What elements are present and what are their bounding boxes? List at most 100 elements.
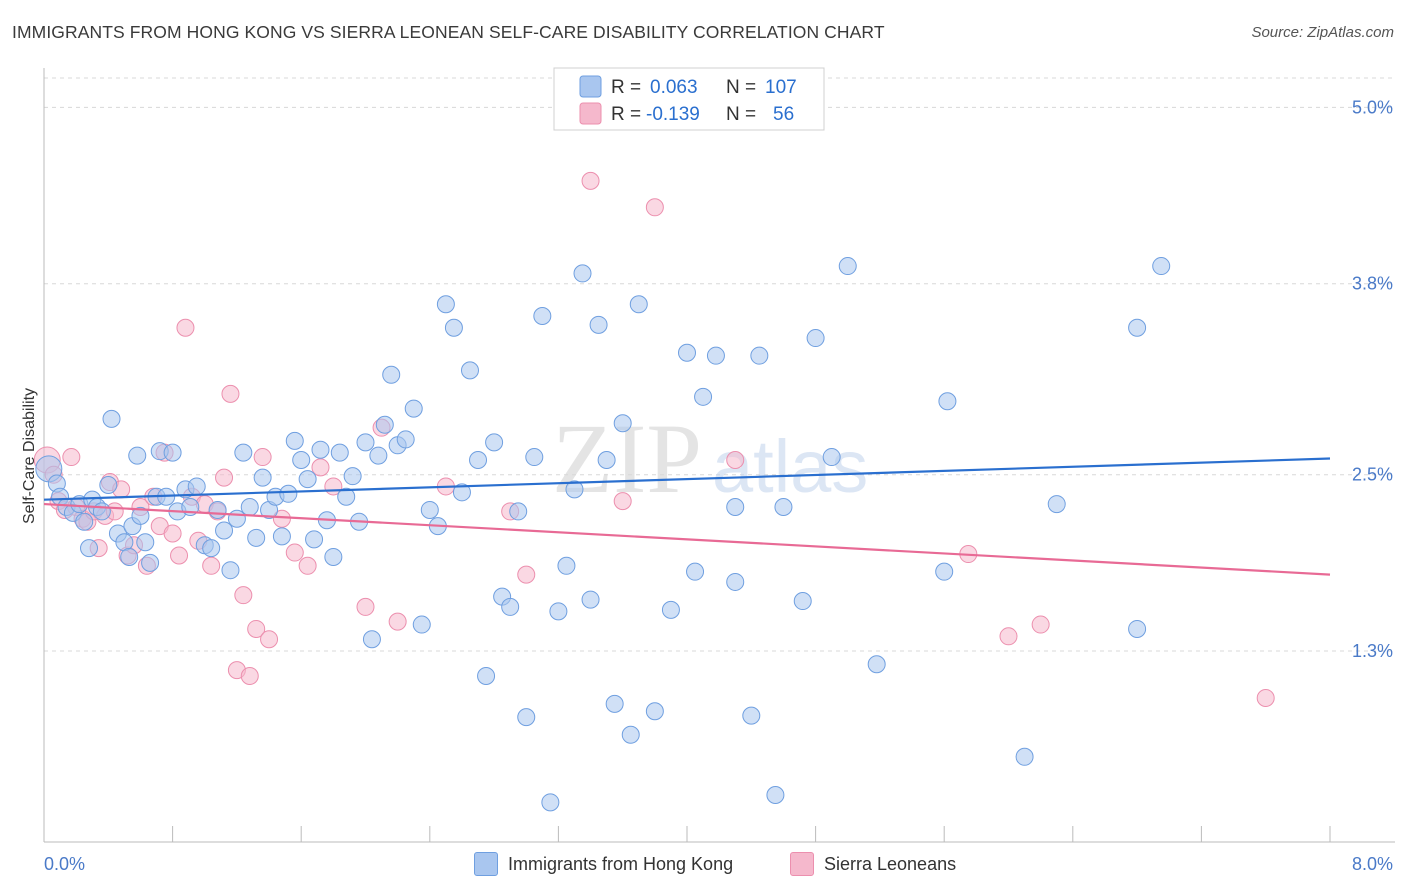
point-hong-kong-17	[128, 446, 147, 465]
point-hong-kong-74	[509, 502, 528, 521]
chart-source: Source: ZipAtlas.com	[1251, 24, 1394, 41]
point-hong-kong-99	[750, 346, 769, 365]
point-sierra-leonean-55	[1256, 689, 1275, 708]
point-hong-kong-38	[253, 468, 272, 487]
point-hong-kong-113	[1152, 257, 1171, 276]
bottom-legend-sierra-leoneans: Sierra Leoneans	[790, 852, 956, 876]
point-hong-kong-100	[766, 785, 785, 804]
point-hong-kong-82	[573, 264, 592, 283]
trend-line-hong-kong	[43, 457, 1331, 501]
point-hong-kong-11	[99, 475, 118, 494]
point-hong-kong-50	[330, 443, 349, 462]
point-sierra-leonean-29	[215, 468, 234, 487]
point-hong-kong-91	[661, 600, 680, 619]
point-hong-kong-79	[549, 602, 568, 621]
point-sierra-leonean-30	[221, 384, 240, 403]
point-hong-kong-103	[806, 329, 825, 348]
point-hong-kong-108	[938, 392, 957, 411]
point-hong-kong-73	[501, 597, 520, 616]
point-hong-kong-31	[208, 500, 227, 519]
point-hong-kong-106	[867, 655, 886, 674]
point-sierra-leonean-49	[613, 492, 632, 511]
point-hong-kong-33	[221, 561, 240, 580]
legend-n-value-2: 56	[773, 104, 794, 125]
point-hong-kong-78	[541, 793, 560, 812]
x-tick-label-0: 0.0%	[44, 854, 85, 874]
point-hong-kong-77	[533, 307, 552, 326]
point-hong-kong-52	[343, 467, 362, 486]
point-hong-kong-92	[678, 343, 696, 362]
bottom-legend-hong-kong: Immigrants from Hong Kong	[474, 852, 733, 876]
point-hong-kong-7	[80, 539, 99, 558]
legend-r-value-1: 0.063	[650, 77, 698, 98]
point-hong-kong-67	[452, 483, 471, 502]
y-tick-label-3: 5.0%	[1352, 97, 1393, 117]
point-hong-kong-112	[1128, 619, 1147, 638]
point-sierra-leonean-38	[285, 543, 304, 562]
x-tick-label-1: 8.0%	[1352, 854, 1393, 874]
point-hong-kong-109	[1015, 747, 1034, 766]
point-hong-kong-12	[102, 409, 121, 428]
point-hong-kong-32	[215, 521, 234, 540]
point-sierra-leonean-42	[356, 597, 375, 616]
point-hong-kong-47	[311, 440, 330, 459]
point-hong-kong-76	[525, 448, 544, 467]
legend-r-label-2: R =	[611, 104, 641, 125]
legend-swatch-blue	[579, 75, 602, 98]
bottom-legend-swatch-pink	[790, 852, 814, 876]
point-hong-kong-49	[324, 547, 343, 566]
point-sierra-leonean-22	[170, 546, 189, 565]
point-sierra-leonean-40	[311, 458, 330, 477]
point-hong-kong-96	[726, 572, 745, 591]
point-hong-kong-35	[234, 443, 253, 462]
point-hong-kong-46	[305, 530, 324, 549]
point-sierra-leonean-50	[645, 198, 664, 217]
point-hong-kong-87	[613, 414, 632, 433]
point-hong-kong-101	[774, 498, 793, 517]
point-hong-kong-6	[75, 512, 94, 531]
point-sierra-leonean-33	[240, 666, 259, 685]
point-hong-kong-84	[589, 315, 608, 334]
point-hong-kong-24	[163, 443, 182, 462]
point-sierra-leonean-4	[62, 448, 81, 467]
point-hong-kong-43	[285, 431, 304, 450]
point-hong-kong-45	[298, 470, 317, 489]
point-hong-kong-94	[694, 387, 713, 406]
point-hong-kong-80	[557, 556, 576, 575]
point-hong-kong-19	[136, 533, 155, 552]
point-sierra-leonean-47	[517, 565, 536, 584]
point-sierra-leonean-21	[163, 524, 182, 543]
point-hong-kong-75	[517, 708, 536, 727]
point-hong-kong-85	[597, 451, 616, 469]
point-hong-kong-56	[369, 446, 388, 465]
tick-labels: 1.3% 2.5% 3.8% 5.0% 0.0% 8.0%	[44, 97, 1393, 874]
legend-swatch-pink	[579, 102, 602, 125]
point-sierra-leonean-54	[1031, 615, 1050, 634]
legend-n-value-1: 107	[765, 77, 797, 98]
point-hong-kong-34	[227, 509, 246, 528]
point-hong-kong-90	[645, 702, 664, 721]
point-sierra-leonean-39	[298, 556, 317, 575]
point-hong-kong-70	[477, 666, 496, 685]
point-hong-kong-102	[793, 592, 812, 611]
point-hong-kong-98	[742, 706, 761, 725]
trend-line-sierra-leonean	[43, 502, 1331, 576]
point-sierra-leonean-37	[272, 509, 291, 528]
point-hong-kong-62	[412, 615, 431, 634]
trend-lines	[43, 457, 1331, 576]
legend-r-value-2: -0.139	[646, 104, 700, 125]
point-sierra-leonean-48	[581, 171, 600, 190]
point-hong-kong-41	[272, 527, 291, 546]
point-hong-kong-54	[356, 433, 375, 452]
point-hong-kong-58	[382, 365, 401, 384]
point-hong-kong-83	[581, 590, 600, 609]
point-hong-kong-18	[131, 506, 150, 525]
point-hong-kong-63	[420, 500, 439, 519]
point-sierra-leonean-44	[388, 612, 407, 631]
point-hong-kong-86	[605, 694, 624, 713]
point-hong-kong-28	[187, 477, 206, 496]
point-hong-kong-81	[565, 480, 584, 499]
point-hong-kong-15	[120, 547, 139, 566]
point-sierra-leonean-35	[253, 448, 272, 467]
legend-n-label-1: N =	[726, 77, 756, 98]
